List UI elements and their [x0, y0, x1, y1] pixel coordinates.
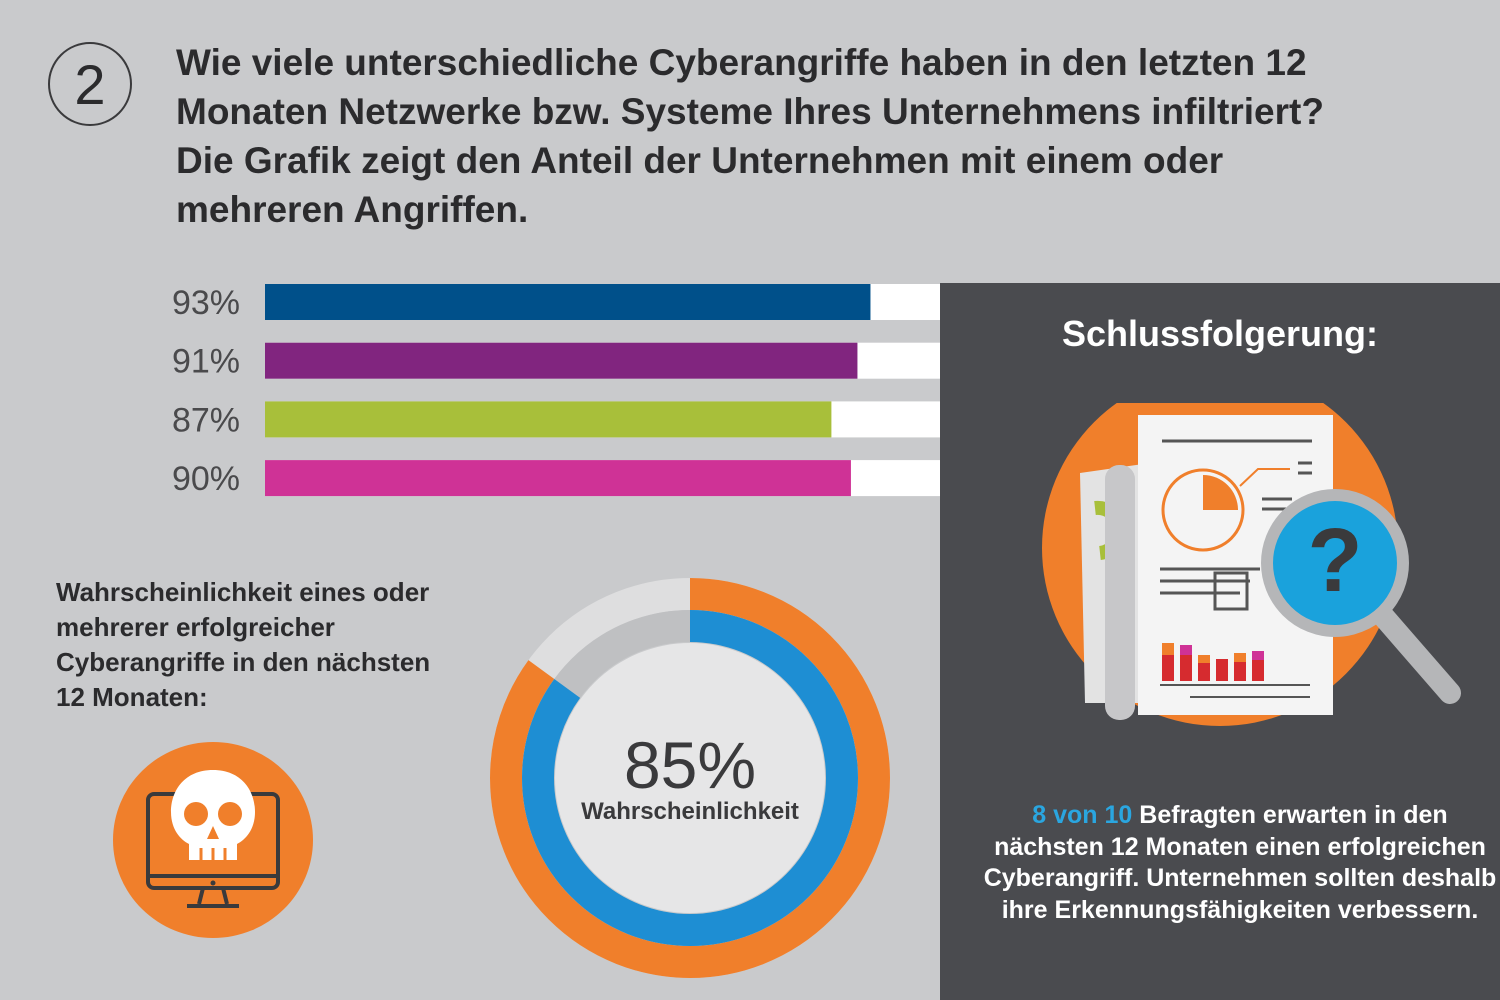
- donut-sublabel: Wahrscheinlichkeit: [581, 798, 799, 825]
- conclusion-body: Befragten erwarten in den nächsten 12 Mo…: [983, 801, 1497, 924]
- bar-3: [265, 401, 832, 438]
- bar-label-1: 93%: [172, 284, 240, 322]
- conclusion-title: Schlussfolgerung:: [1061, 313, 1379, 354]
- question-title: Wie viele unterschiedliche Cyberangriffe…: [176, 42, 1324, 230]
- probability-text: Wahrscheinlichkeit eines oder mehrerer e…: [56, 577, 431, 712]
- skull-monitor-icon: [113, 742, 313, 938]
- donut-inner-arc: [522, 610, 858, 946]
- conclusion-panel: Schlussfolgerung:: [940, 283, 1500, 1000]
- conclusion-highlight: 8 von 10: [1032, 801, 1133, 829]
- donut-center: [555, 643, 825, 913]
- bar-label-2: 91%: [172, 343, 240, 381]
- donut-value: 85%: [623, 728, 757, 802]
- bar-4: [265, 460, 851, 497]
- bar-label-3: 87%: [172, 401, 240, 439]
- bar-2: [265, 342, 858, 379]
- bar-1: [265, 284, 871, 320]
- report-magnifier-icon: ?: [1042, 403, 1461, 726]
- bar-chart: 93% 91% 87% 90%: [172, 284, 940, 498]
- svg-text:?: ?: [1308, 511, 1363, 611]
- probability-donut: [490, 578, 890, 978]
- bar-label-4: 90%: [172, 460, 240, 498]
- conclusion-text: 8 von 10 Befragten erwarten in den nächs…: [980, 800, 1500, 926]
- donut-outer-arc: [490, 578, 890, 978]
- step-number: 2: [48, 42, 132, 126]
